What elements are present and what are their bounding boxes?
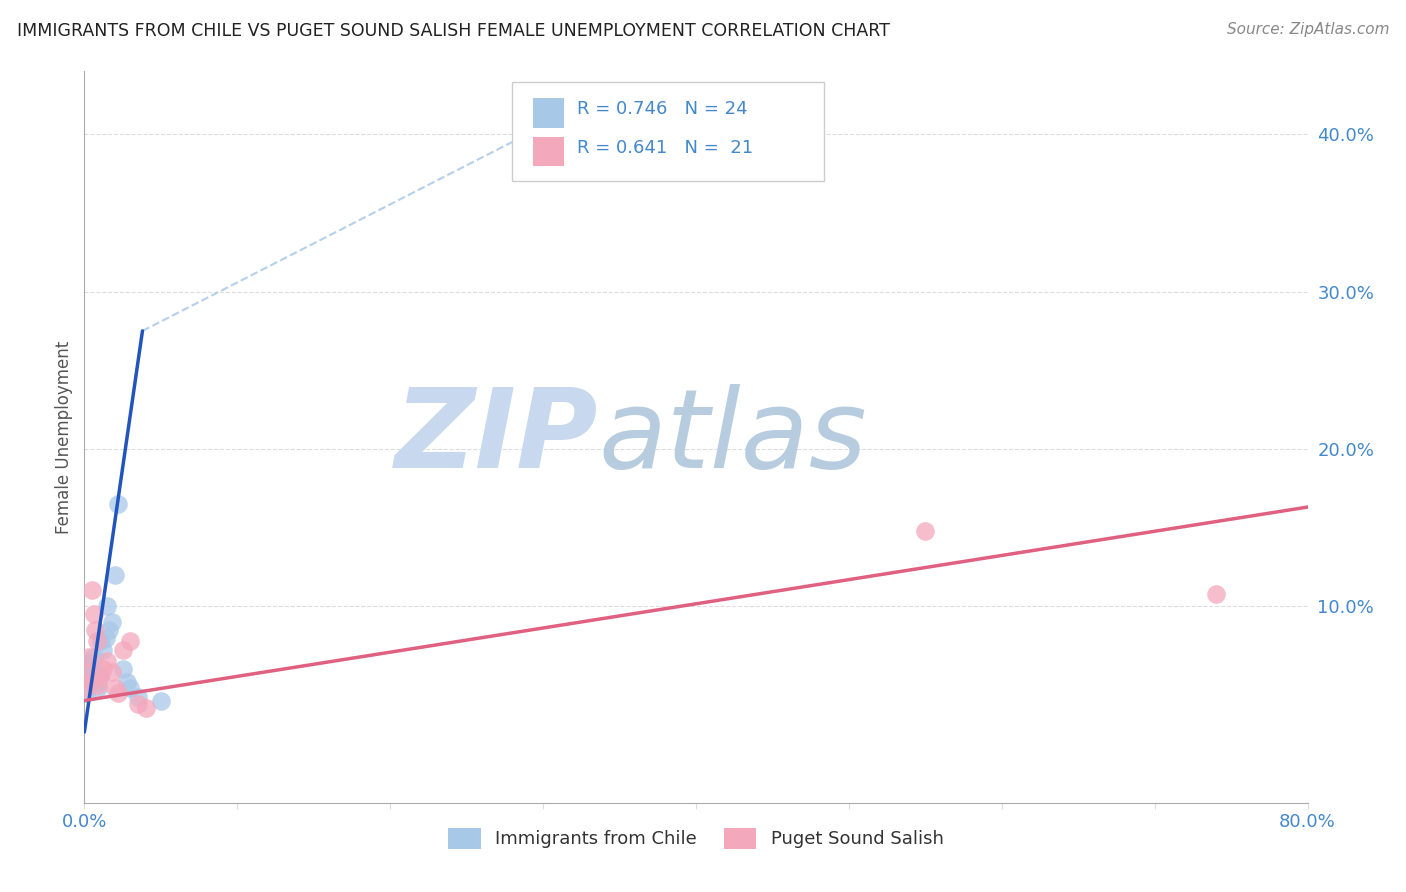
Point	[101, 665, 124, 680]
Text: R = 0.641   N =  21: R = 0.641 N = 21	[578, 139, 754, 157]
Point	[120, 681, 142, 695]
Point	[83, 607, 105, 621]
Point	[76, 665, 98, 680]
Point	[914, 524, 936, 538]
Y-axis label: Female Unemployment: Female Unemployment	[55, 341, 73, 533]
Point	[76, 654, 98, 668]
Text: Source: ZipAtlas.com: Source: ZipAtlas.com	[1226, 22, 1389, 37]
Point	[135, 701, 157, 715]
Text: atlas: atlas	[598, 384, 866, 491]
Point	[86, 674, 108, 689]
Point	[111, 643, 134, 657]
Point	[87, 678, 110, 692]
Point	[111, 662, 134, 676]
Point	[104, 681, 127, 695]
Point	[127, 690, 149, 705]
Point	[75, 686, 97, 700]
Text: ZIP: ZIP	[395, 384, 598, 491]
Point	[97, 623, 120, 637]
Point	[94, 631, 117, 645]
Point	[80, 583, 103, 598]
Point	[91, 643, 114, 657]
Point	[76, 665, 98, 680]
Point	[84, 623, 107, 637]
Point	[107, 497, 129, 511]
Point	[96, 654, 118, 668]
Legend: Immigrants from Chile, Puget Sound Salish: Immigrants from Chile, Puget Sound Salis…	[441, 821, 950, 856]
FancyBboxPatch shape	[533, 137, 564, 167]
Point	[90, 633, 112, 648]
Point	[1205, 586, 1227, 600]
Point	[89, 670, 111, 684]
Point	[77, 659, 100, 673]
Point	[104, 567, 127, 582]
Point	[87, 681, 110, 695]
Point	[79, 670, 101, 684]
Text: R = 0.746   N = 24: R = 0.746 N = 24	[578, 101, 748, 119]
Point	[149, 693, 172, 707]
Point	[120, 633, 142, 648]
Point	[79, 674, 101, 689]
Point	[84, 665, 107, 680]
Point	[101, 615, 124, 629]
Point	[89, 670, 111, 684]
Text: IMMIGRANTS FROM CHILE VS PUGET SOUND SALISH FEMALE UNEMPLOYMENT CORRELATION CHAR: IMMIGRANTS FROM CHILE VS PUGET SOUND SAL…	[17, 22, 890, 40]
Point	[127, 697, 149, 711]
Point	[77, 649, 100, 664]
Point	[96, 599, 118, 614]
Point	[91, 662, 114, 676]
Point	[83, 649, 105, 664]
FancyBboxPatch shape	[513, 82, 824, 181]
Point	[80, 662, 103, 676]
FancyBboxPatch shape	[533, 98, 564, 128]
Point	[107, 686, 129, 700]
Point	[115, 674, 138, 689]
Point	[86, 633, 108, 648]
Point	[75, 681, 97, 695]
